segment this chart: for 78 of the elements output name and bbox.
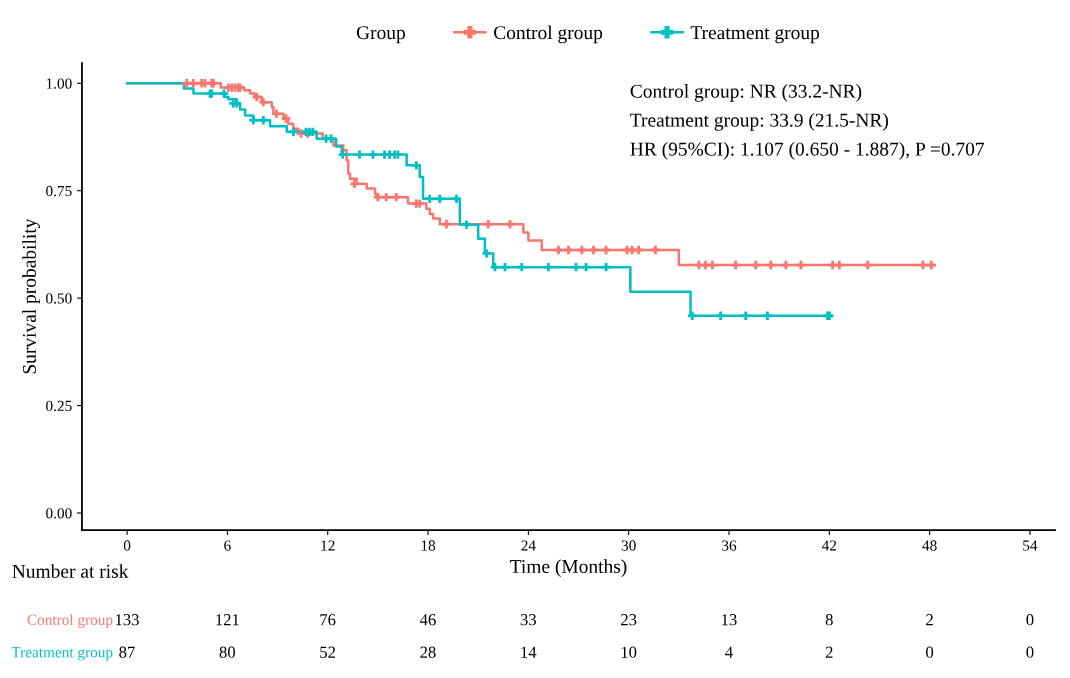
point (741, 311, 750, 320)
data-label: 8 (825, 614, 833, 626)
point (382, 192, 391, 202)
data-label: 52 (320, 646, 336, 658)
point (716, 311, 725, 320)
y-tick-label: 1.00 (46, 78, 72, 89)
x-tick-label: 36 (722, 540, 737, 551)
data-label: 87 (119, 646, 135, 658)
data-label: 2 (825, 646, 833, 658)
x-tick-label: 24 (521, 540, 536, 551)
data-label: 0 (926, 646, 934, 658)
x-tick-label: 0 (123, 540, 131, 551)
point (289, 127, 298, 136)
point (462, 220, 471, 229)
data-label: 14 (521, 646, 537, 658)
point (452, 194, 461, 204)
point (189, 79, 198, 88)
legend-title: Group (356, 26, 405, 44)
point (272, 109, 281, 118)
x-tick-label: 42 (821, 540, 837, 551)
data-label: 13 (722, 614, 737, 626)
point (392, 192, 401, 202)
point (442, 220, 451, 229)
point (412, 161, 421, 170)
point (281, 114, 291, 123)
legend-label: Control group (494, 25, 603, 44)
y-axis-title: Survival probability (22, 218, 40, 374)
point (544, 263, 553, 272)
point (554, 245, 563, 255)
data-label: 0 (1026, 614, 1034, 626)
annotation: Treatment group: 33.9 (21.5-NR) (630, 113, 888, 131)
y-tick-label: 0.00 (46, 508, 72, 519)
y-tick-label: Treatment group (11, 647, 113, 661)
data-label: 33 (520, 614, 536, 626)
point (435, 194, 444, 204)
point (249, 116, 258, 125)
point (482, 249, 491, 258)
point (651, 245, 660, 255)
legend-label: Treatment group (690, 26, 820, 44)
y-tick-label: 0.25 (46, 400, 72, 412)
data-label: 133 (115, 614, 139, 626)
data-label: 10 (621, 646, 637, 658)
point (763, 311, 772, 320)
data-label: 0 (1026, 646, 1034, 658)
x-tick-label: 30 (621, 540, 636, 551)
point (259, 97, 268, 107)
point (484, 220, 493, 229)
y-tick-label: 0.75 (46, 185, 72, 197)
point (350, 179, 359, 188)
annotation: HR (95%CI): 1.107 (0.650 - 1.887), P =0.707 (630, 142, 985, 160)
point (517, 263, 526, 272)
point (355, 150, 364, 159)
chart-title: Number at risk (12, 564, 129, 578)
data-label: 46 (419, 614, 436, 626)
x-tick-label: 48 (922, 540, 937, 551)
x-tick-label: 54 (1023, 540, 1038, 551)
data-label: 121 (216, 614, 239, 626)
point (425, 194, 434, 204)
data-label: 76 (320, 614, 336, 626)
point (589, 245, 598, 255)
x-axis-title: Time (Months) (510, 559, 627, 577)
data-label: 80 (219, 646, 235, 658)
data-label: 23 (621, 614, 637, 626)
y-tick-label: 0.50 (46, 293, 72, 304)
x-tick-label: 18 (421, 540, 436, 551)
annotation: Control group: NR (33.2-NR) (630, 84, 862, 102)
point (338, 150, 347, 159)
data-label: 4 (725, 646, 733, 658)
x-tick-label: 12 (321, 540, 335, 551)
point (259, 116, 268, 125)
point (219, 89, 229, 98)
point (835, 260, 844, 270)
point (564, 245, 573, 255)
point (688, 311, 697, 320)
point (368, 150, 378, 159)
data-label: 2 (926, 614, 933, 626)
data-label: 28 (420, 646, 436, 658)
x-tick-label: 6 (224, 540, 231, 551)
